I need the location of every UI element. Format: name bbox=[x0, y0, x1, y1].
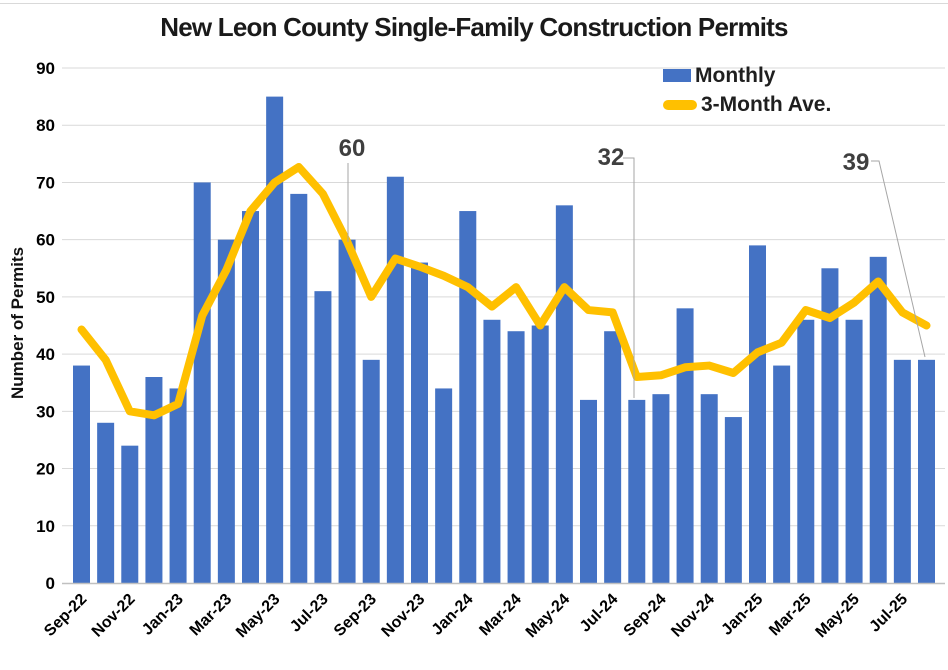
x-tick-label-Mar-23: Mar-23 bbox=[187, 591, 236, 640]
bar-Jan-23 bbox=[169, 388, 187, 583]
annotation-label-Aug-23: 60 bbox=[339, 135, 366, 162]
monthly-series-swatch-icon bbox=[663, 69, 691, 83]
average-series-swatch-icon bbox=[663, 99, 697, 110]
x-tick-label-Jul-23: Jul-23 bbox=[287, 591, 332, 636]
bar-Jul-24 bbox=[604, 331, 622, 583]
x-tick-label-Jan-24: Jan-24 bbox=[429, 591, 477, 639]
y-tick-label-0: 0 bbox=[46, 574, 55, 593]
bar-Feb-23 bbox=[193, 182, 211, 583]
bar-May-25 bbox=[845, 319, 863, 583]
bar-Jun-25 bbox=[869, 256, 887, 583]
y-axis-title: Number of Permits bbox=[8, 246, 27, 400]
bar-Dec-22 bbox=[145, 377, 163, 583]
x-tick-label-Sep-24: Sep-24 bbox=[621, 591, 670, 640]
x-tick-label-Sep-22: Sep-22 bbox=[41, 591, 90, 640]
bar-Dec-24 bbox=[724, 417, 742, 583]
y-tick-label-20: 20 bbox=[36, 460, 55, 479]
bar-Sep-23 bbox=[362, 359, 380, 583]
chart-legend: Monthly 3-Month Ave. bbox=[663, 64, 831, 116]
bar-May-23 bbox=[266, 96, 284, 583]
x-tick-label-Mar-24: Mar-24 bbox=[476, 591, 525, 640]
x-tick-label-May-24: May-24 bbox=[523, 591, 573, 641]
x-tick-label-Jan-23: Jan-23 bbox=[139, 591, 187, 639]
bar-Jul-23 bbox=[314, 291, 332, 583]
bar-Jul-25 bbox=[893, 359, 911, 583]
x-tick-label-Jul-25: Jul-25 bbox=[866, 591, 911, 636]
bar-Sep-22 bbox=[73, 365, 90, 583]
bar-Mar-24 bbox=[507, 331, 525, 583]
bar-May-24 bbox=[555, 205, 573, 584]
bar-Feb-24 bbox=[483, 319, 501, 583]
x-tick-label-May-23: May-23 bbox=[233, 591, 283, 641]
y-tick-label-60: 60 bbox=[36, 231, 55, 250]
x-tick-label-Sep-23: Sep-23 bbox=[331, 591, 380, 640]
annotation-label-Aug-24: 32 bbox=[598, 144, 625, 171]
bar-Mar-25 bbox=[797, 319, 815, 583]
legend-label-average: 3-Month Ave. bbox=[701, 93, 832, 117]
x-tick-label-Jan-25: Jan-25 bbox=[718, 591, 766, 639]
y-tick-label-10: 10 bbox=[36, 517, 55, 536]
bar-Apr-24 bbox=[531, 325, 549, 583]
x-tick-label-Nov-22: Nov-22 bbox=[89, 591, 139, 641]
y-tick-label-80: 80 bbox=[36, 116, 55, 135]
y-tick-label-70: 70 bbox=[36, 173, 55, 192]
annotation-connector-Aug-24 bbox=[623, 157, 635, 398]
x-tick-label-May-25: May-25 bbox=[813, 591, 863, 641]
bar-Aug-23 bbox=[338, 239, 356, 583]
bar-Aug-25 bbox=[918, 359, 935, 583]
x-tick-label-Jul-24: Jul-24 bbox=[577, 591, 622, 636]
y-tick-label-30: 30 bbox=[36, 402, 55, 421]
bar-Nov-24 bbox=[700, 394, 718, 583]
annotation-label-Aug-25: 39 bbox=[843, 149, 870, 176]
bar-Nov-23 bbox=[411, 262, 428, 583]
bar-Jan-25 bbox=[749, 245, 766, 583]
top-border-rule bbox=[0, 3, 948, 4]
annotation-connector-Aug-25 bbox=[871, 160, 926, 358]
bar-Jan-24 bbox=[459, 211, 477, 584]
x-tick-label-Nov-23: Nov-23 bbox=[379, 591, 429, 641]
bar-Aug-24 bbox=[628, 399, 646, 583]
bar-Jun-24 bbox=[580, 399, 597, 583]
bar-Apr-23 bbox=[242, 211, 259, 584]
x-tick-label-Nov-24: Nov-24 bbox=[668, 591, 718, 641]
legend-label-monthly: Monthly bbox=[695, 64, 776, 87]
y-tick-label-40: 40 bbox=[36, 345, 55, 364]
bar-Jun-23 bbox=[290, 193, 308, 583]
bar-Dec-23 bbox=[435, 388, 453, 583]
bar-Oct-24 bbox=[676, 308, 694, 583]
legend-item-monthly: Monthly bbox=[663, 64, 831, 87]
three-month-average-line bbox=[77, 162, 931, 420]
bar-Mar-23 bbox=[217, 239, 235, 583]
bar-Oct-22 bbox=[97, 422, 115, 583]
bar-Apr-25 bbox=[821, 268, 839, 583]
chart-title: New Leon County Single-Family Constructi… bbox=[160, 12, 788, 42]
bar-Sep-24 bbox=[652, 394, 670, 583]
y-tick-label-50: 50 bbox=[36, 288, 55, 307]
legend-item-average: 3-Month Ave. bbox=[663, 93, 831, 116]
x-tick-label-Mar-25: Mar-25 bbox=[766, 591, 815, 640]
bar-Oct-23 bbox=[386, 176, 404, 583]
bar-Feb-25 bbox=[773, 365, 791, 583]
bar-Nov-22 bbox=[121, 445, 139, 583]
y-tick-label-90: 90 bbox=[36, 59, 55, 78]
